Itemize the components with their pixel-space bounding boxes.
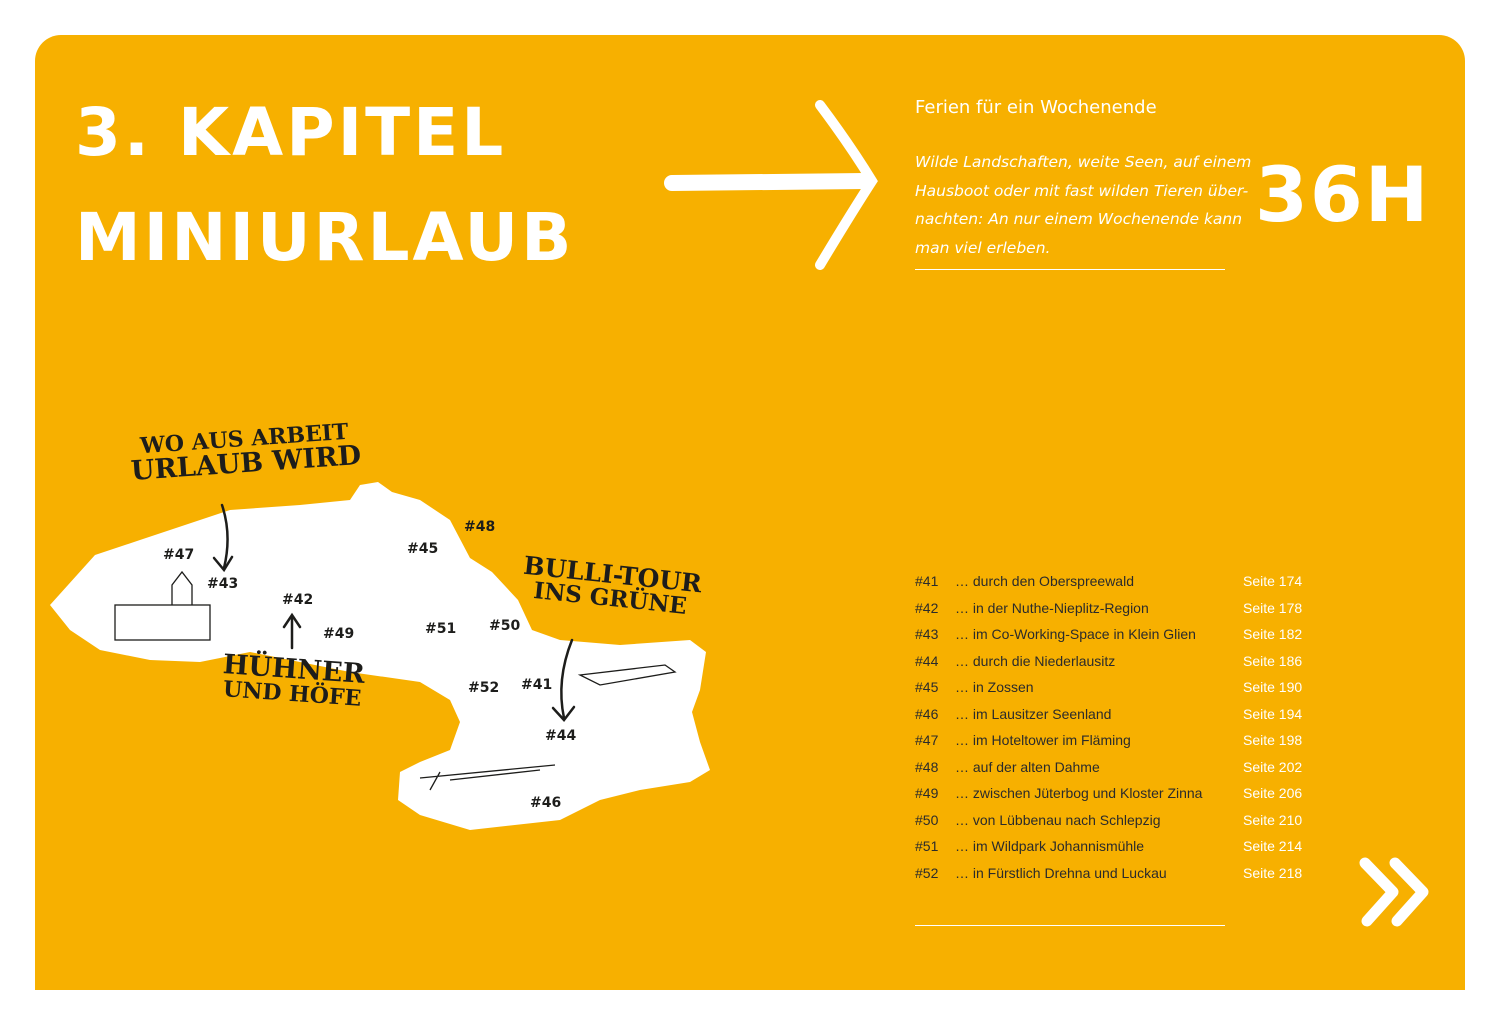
list-text: … in Fürstlich Drehna und Luckau [955,864,1167,881]
rule [915,925,1225,926]
list-text: … von Lübbenau nach Schlepzig [955,811,1161,828]
map-arrow [282,612,302,629]
list-text: … im Hoteltower im Fläming [955,732,1131,748]
list-text: … auf der alten Dahme [955,758,1100,775]
subtitle: Ferien für ein Wochenende [915,97,1157,118]
list-text: … im Wildpark Johannismühle [955,838,1145,854]
map-drawings [114,570,677,791]
map-marker: #47 [163,547,195,563]
map-marker: #48 [464,519,496,535]
map-arrow-head [551,705,576,722]
rule [915,269,1225,270]
map-marker: #44 [545,728,577,744]
list-page: Seite 190 [1243,679,1303,695]
intro-line: Hausboot oder mit fast wilden Tieren übe… [915,181,1249,200]
list-text: … im Co-Working-Space in Klein Glien [955,626,1196,642]
map-marker: #43 [207,576,239,592]
map-arrow [220,503,229,570]
map-arrow [560,638,574,720]
list-number: #46 [915,705,939,722]
list-number: #47 [915,732,939,748]
list-page: Seite 214 [1243,838,1303,854]
list-text: … durch die Niederlausitz [955,652,1116,669]
list-number: #49 [915,785,939,801]
list-text: … zwischen Jüterbog und Kloster Zinna [955,785,1203,801]
list-page: Seite 186 [1243,652,1303,669]
title-line: MINIURLAUB [75,199,575,276]
next-chevron [1359,857,1429,927]
list-number: #48 [915,758,939,775]
intro-line: nachten: An nur einem Wochenende kann [915,210,1243,228]
chevron [1359,857,1429,927]
list-text: … durch den Oberspreewald [955,573,1134,589]
map-marker: #50 [489,618,521,634]
intro-line: Wilde Landschaften, weite Seen, auf eine… [915,153,1252,171]
castle [114,604,211,641]
map-marker: #51 [425,621,457,637]
list-text: … im Lausitzer Seenland [955,705,1112,722]
map-marker: #41 [521,677,553,693]
map-marker: #45 [407,541,439,557]
list-page: Seite 174 [1243,573,1303,589]
map-marker: #49 [323,626,355,642]
arrow-shaft [664,173,873,191]
list-number: #52 [915,864,939,881]
list-number: #42 [915,599,939,616]
list-number: #41 [915,573,939,589]
list-page: Seite 198 [1243,732,1303,748]
list-number: #43 [915,626,939,642]
map-arrows [212,503,576,722]
list-number: #45 [915,679,939,695]
list-page: Seite 210 [1243,811,1303,828]
title-line: 3. KAPITEL [75,94,507,171]
castle-tower [171,570,193,605]
badge: 36H [1255,150,1431,239]
map-marker: #46 [530,795,562,811]
boat [577,664,677,686]
list-number: #44 [915,652,939,669]
list-page: Seite 206 [1243,785,1303,801]
arrow [664,100,878,270]
list-number: #51 [915,838,939,854]
intro: Wilde Landschaften, weite Seen, auf eine… [915,148,1251,262]
list-page: Seite 202 [1243,758,1303,775]
list-page: Seite 218 [1243,864,1303,881]
intro-line: man viel erleben. [915,238,1051,257]
list-page: Seite 178 [1243,599,1303,616]
list-page: Seite 194 [1243,705,1303,722]
map-marker: #52 [468,680,500,696]
callout: HÜHNER UND HÖFE [220,649,366,712]
list-number: #50 [915,811,939,828]
conveyor-bridge [419,764,556,791]
list-text: … in der Nuthe-Nieplitz-Region [955,599,1149,616]
map-arrow-head [212,555,234,573]
map-shape [50,482,710,830]
map-marker: #42 [282,592,314,608]
list-page: Seite 182 [1243,626,1303,642]
list-text: … in Zossen [955,679,1034,695]
arrow-head [815,100,878,270]
